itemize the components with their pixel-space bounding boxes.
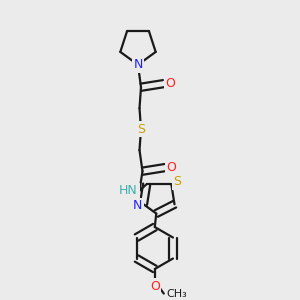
Text: S: S — [173, 175, 181, 188]
Text: O: O — [167, 161, 176, 174]
Text: O: O — [165, 77, 175, 90]
Text: O: O — [150, 280, 160, 293]
Text: N: N — [133, 58, 143, 71]
Text: N: N — [133, 199, 142, 212]
Text: HN: HN — [119, 184, 138, 197]
Text: CH₃: CH₃ — [166, 289, 187, 298]
Text: S: S — [137, 123, 145, 136]
